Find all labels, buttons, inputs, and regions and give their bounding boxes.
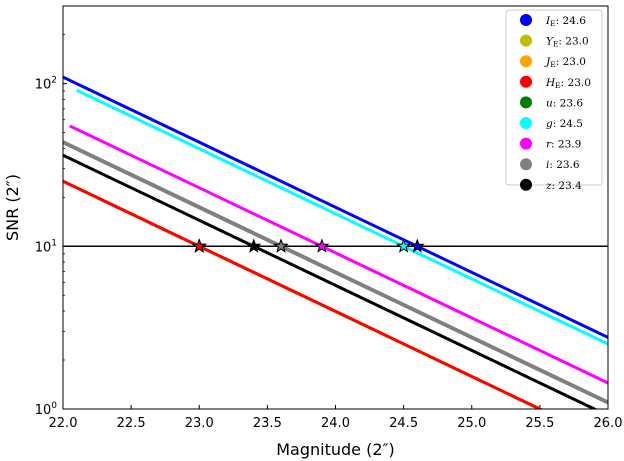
limit-marker-i-e xyxy=(409,238,425,253)
legend-marker-j-e xyxy=(520,55,532,68)
x-tick-label: 23.5 xyxy=(253,416,282,431)
x-tick-label: 24.5 xyxy=(389,416,418,431)
y-tick-labels: 100 101 102 xyxy=(35,76,58,418)
series-line-z xyxy=(63,153,598,409)
legend-label: g: 24.5 xyxy=(546,118,583,130)
legend: IE: 24.6 YE: 23.0 JE: 23.0 HE: 23.0 u: 23.6 g… xyxy=(505,9,603,192)
y-tick-label: 101 xyxy=(35,238,57,255)
x-tick-labels: 22.0 22.5 23.0 23.5 24.0 24.5 25.0 25.5 26.0 xyxy=(49,416,623,431)
limit-marker-r xyxy=(314,238,330,253)
x-tick-label: 22.5 xyxy=(117,416,146,431)
legend-label: IE: 24.6 xyxy=(545,15,586,28)
legend-marker-i xyxy=(520,158,532,171)
x-tick-label: 22.0 xyxy=(49,416,78,431)
legend-label: YE: 23.0 xyxy=(546,36,589,49)
series-line-i-e xyxy=(63,75,608,339)
y-tick-label: 100 xyxy=(35,401,58,418)
legend-label: JE: 23.0 xyxy=(544,56,586,69)
x-tick-label: 23.0 xyxy=(185,416,214,431)
series-line-i xyxy=(63,140,608,405)
limit-markers xyxy=(191,238,425,253)
limit-marker-i xyxy=(273,238,289,253)
x-axis-label: Magnitude (2″) xyxy=(276,440,395,459)
legend-label: HE: 23.0 xyxy=(545,77,591,90)
x-tick-label: 25.5 xyxy=(525,416,554,431)
limit-marker-h-e xyxy=(191,238,207,253)
x-tick-label: 25.0 xyxy=(457,416,486,431)
series-line-g xyxy=(75,88,608,346)
legend-label: z: 23.4 xyxy=(545,180,582,192)
series-line-h-e xyxy=(63,179,544,409)
series-line-r xyxy=(69,124,608,385)
legend-marker-y-e xyxy=(520,34,532,47)
limit-marker-g xyxy=(396,238,412,253)
series-layer xyxy=(63,75,608,409)
x-tick-label: 26.0 xyxy=(594,416,623,431)
legend-label: i: 23.6 xyxy=(546,159,580,171)
legend-marker-g xyxy=(520,117,532,129)
legend-marker-r xyxy=(520,137,532,150)
legend-marker-u xyxy=(520,96,532,109)
legend-label: r: 23.9 xyxy=(546,139,581,151)
x-tick-label: 24.0 xyxy=(321,416,350,431)
legend-marker-z xyxy=(520,178,532,191)
legend-marker-i-e xyxy=(520,14,532,26)
y-tick-label: 102 xyxy=(35,76,57,93)
legend-label: u: 23.6 xyxy=(546,97,583,109)
limit-marker-z xyxy=(246,238,262,253)
plot-frame xyxy=(62,5,609,410)
y-axis-label: SNR (2″) xyxy=(3,174,22,241)
legend-marker-h-e xyxy=(520,75,532,88)
